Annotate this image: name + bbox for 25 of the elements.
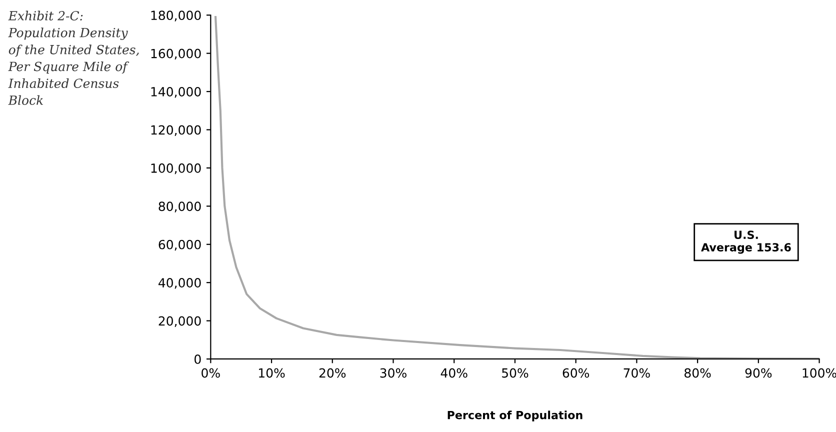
y-tick-label: 180,000 [151,10,201,22]
y-tick-label: 20,000 [158,316,201,327]
y-tick-label: 60,000 [158,240,201,251]
x-tick-label: 20% [319,368,346,378]
x-tick-label: 10% [259,368,285,378]
y-tick-label: 0 [194,354,201,364]
x-tick-label: 90% [745,368,772,378]
y-tick-label: 140,000 [151,87,201,98]
x-tick-label: 100% [802,368,836,378]
y-tick-label: 80,000 [158,202,201,212]
line-series [214,16,820,359]
x-tick-label: 40% [440,368,468,378]
x-tick-label: 30% [380,368,406,378]
x-tick-label: 70% [624,368,650,378]
y-tick-label: 120,000 [151,125,201,136]
y-tick-label: 40,000 [158,278,201,289]
y-tick-label: 160,000 [151,48,201,60]
y-tick-label: 100,000 [151,163,201,174]
x-tick-label: 60% [562,368,590,378]
x-tick-label: 0% [202,368,220,378]
annotation: U.S. Average 153.6 [701,230,791,254]
text: Exhibit 2-C: Population Density of the United States, Per Square Mile of Inhabited Census Block [8,10,139,105]
x-axis-title: Percent of Population [448,410,582,422]
x-tick-label: 80% [684,368,711,378]
x-tick-label: 50% [502,368,528,378]
